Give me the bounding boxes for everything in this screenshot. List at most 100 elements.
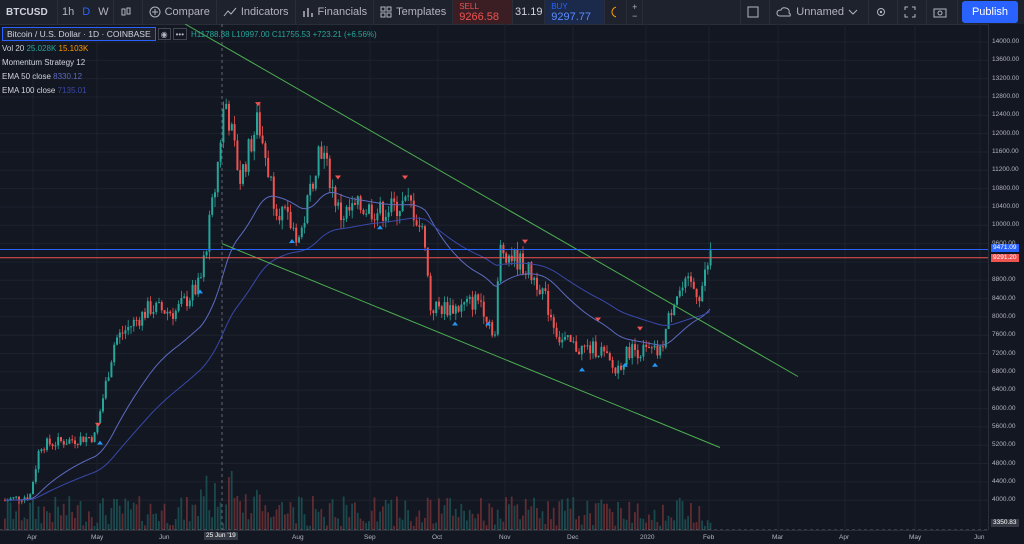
volume-bar [118, 505, 121, 530]
volume-bar [572, 497, 575, 530]
buy-price: 9297.77 [551, 11, 591, 23]
candle-body [499, 244, 502, 282]
info-button[interactable] [605, 0, 628, 24]
interval-d[interactable]: D [82, 6, 91, 18]
symbol-search[interactable]: BTCUSD [0, 0, 58, 24]
candle-body [373, 219, 376, 221]
volume-bar [23, 517, 26, 530]
volume-bar [289, 502, 292, 530]
fullscreen-checkbox[interactable] [740, 0, 771, 24]
snapshot-button[interactable] [927, 0, 958, 24]
volume-bar [438, 498, 440, 530]
compare-button[interactable]: Compare [143, 0, 217, 24]
volume-bar [144, 525, 146, 530]
chart-type-button[interactable] [114, 0, 143, 24]
volume-bar [452, 515, 454, 530]
candle-body [401, 200, 404, 212]
buy-signal-marker [622, 362, 628, 367]
volume-bar [418, 510, 421, 530]
candle-body [186, 296, 188, 307]
volume-bar [709, 522, 712, 530]
volume-bar [460, 503, 463, 530]
volume-bar [508, 504, 510, 530]
ema50-label: EMA 50 close [2, 71, 51, 81]
templates-button[interactable]: Templates [374, 0, 454, 24]
zoom-in-icon[interactable]: + [632, 2, 638, 12]
volume-bar [314, 509, 317, 530]
interval-w[interactable]: W [94, 0, 114, 24]
volume-bar [57, 506, 59, 530]
candle-body [9, 498, 12, 501]
candle-body [642, 344, 645, 357]
price-axis[interactable]: 14000.00 13600.00 13200.00 12800.00 12400.00… [988, 24, 1024, 530]
fullscreen-button[interactable] [898, 0, 927, 24]
volume-bar [474, 518, 477, 530]
volume-bar [541, 511, 544, 530]
strategy-legend[interactable]: Momentum Strategy 12 [2, 55, 377, 69]
financials-button[interactable]: Financials [296, 0, 375, 24]
volume-legend[interactable]: Vol 20 25.028K 15.103K [2, 41, 377, 55]
symbol-title[interactable]: Bitcoin / U.S. Dollar · 1D · COINBASE [2, 27, 156, 41]
ema100-value: 7135.01 [57, 85, 87, 95]
ema100-legend[interactable]: EMA 100 close 7135.01 [2, 83, 377, 97]
candle-body [611, 360, 614, 368]
volume-bar [230, 470, 233, 530]
candle-body [561, 339, 564, 343]
candle-body [116, 337, 118, 345]
price-tick: 4000.00 [992, 496, 1016, 504]
candle-body [107, 377, 110, 381]
indicators-button[interactable]: Indicators [217, 0, 296, 24]
candle-body [90, 437, 93, 442]
volume-bar [401, 519, 404, 530]
spread-value: 31.19 [513, 0, 546, 24]
lower-trendline [221, 243, 721, 448]
candle-body [93, 432, 96, 442]
volume-bar [9, 502, 12, 530]
zoom-out-icon[interactable]: − [632, 11, 638, 21]
volume-bar [480, 498, 482, 530]
candle-body [270, 176, 272, 178]
zoom-buttons[interactable]: + − [627, 0, 644, 24]
candle-body [625, 346, 628, 365]
eye-icon[interactable]: ◉ [157, 28, 171, 40]
volume-bar [200, 489, 202, 530]
candle-body [704, 269, 706, 286]
candle-body [135, 319, 138, 321]
square-icon [747, 6, 759, 18]
candle-body [197, 277, 200, 295]
strategy-value: 12 [76, 57, 86, 67]
volume-bar [261, 511, 264, 530]
volume-bar [471, 513, 474, 530]
candle-body [614, 367, 617, 374]
volume-bar [502, 521, 505, 530]
publish-button[interactable]: Publish [962, 1, 1018, 23]
candle-body [188, 300, 191, 307]
buy-button[interactable]: BUY 9297.77 [545, 0, 606, 24]
more-icon[interactable]: ••• [172, 28, 188, 40]
layout-button[interactable]: Unnamed [770, 0, 869, 24]
price-chart[interactable] [0, 24, 988, 530]
time-axis[interactable]: Apr May Jun Aug Sep Oct Nov Dec 2020 Feb Mar Apr May… [0, 530, 988, 544]
volume-bar [368, 521, 370, 530]
ema50-legend[interactable]: EMA 50 close 8330.12 [2, 69, 377, 83]
volume-bar [547, 501, 549, 530]
candle-body [566, 335, 569, 337]
time-tick: Apr [839, 534, 850, 541]
volume-bar [169, 525, 171, 530]
candle-body [681, 287, 684, 291]
volume-bar [152, 514, 155, 530]
volume-bar [102, 498, 104, 530]
interval-1h[interactable]: 1h [62, 6, 75, 18]
volume-bar [317, 511, 320, 530]
candle-body [670, 313, 673, 315]
volume-bar [88, 511, 90, 530]
candle-body [555, 327, 558, 337]
settings-button[interactable] [869, 0, 898, 24]
candle-body [26, 497, 29, 500]
candle-body [320, 146, 323, 159]
buy-signal-marker [289, 239, 295, 244]
candle-body [71, 439, 74, 441]
volume-bar [351, 503, 353, 530]
sell-button[interactable]: SELL 9266.58 [453, 0, 514, 24]
volume-bar [569, 508, 572, 530]
